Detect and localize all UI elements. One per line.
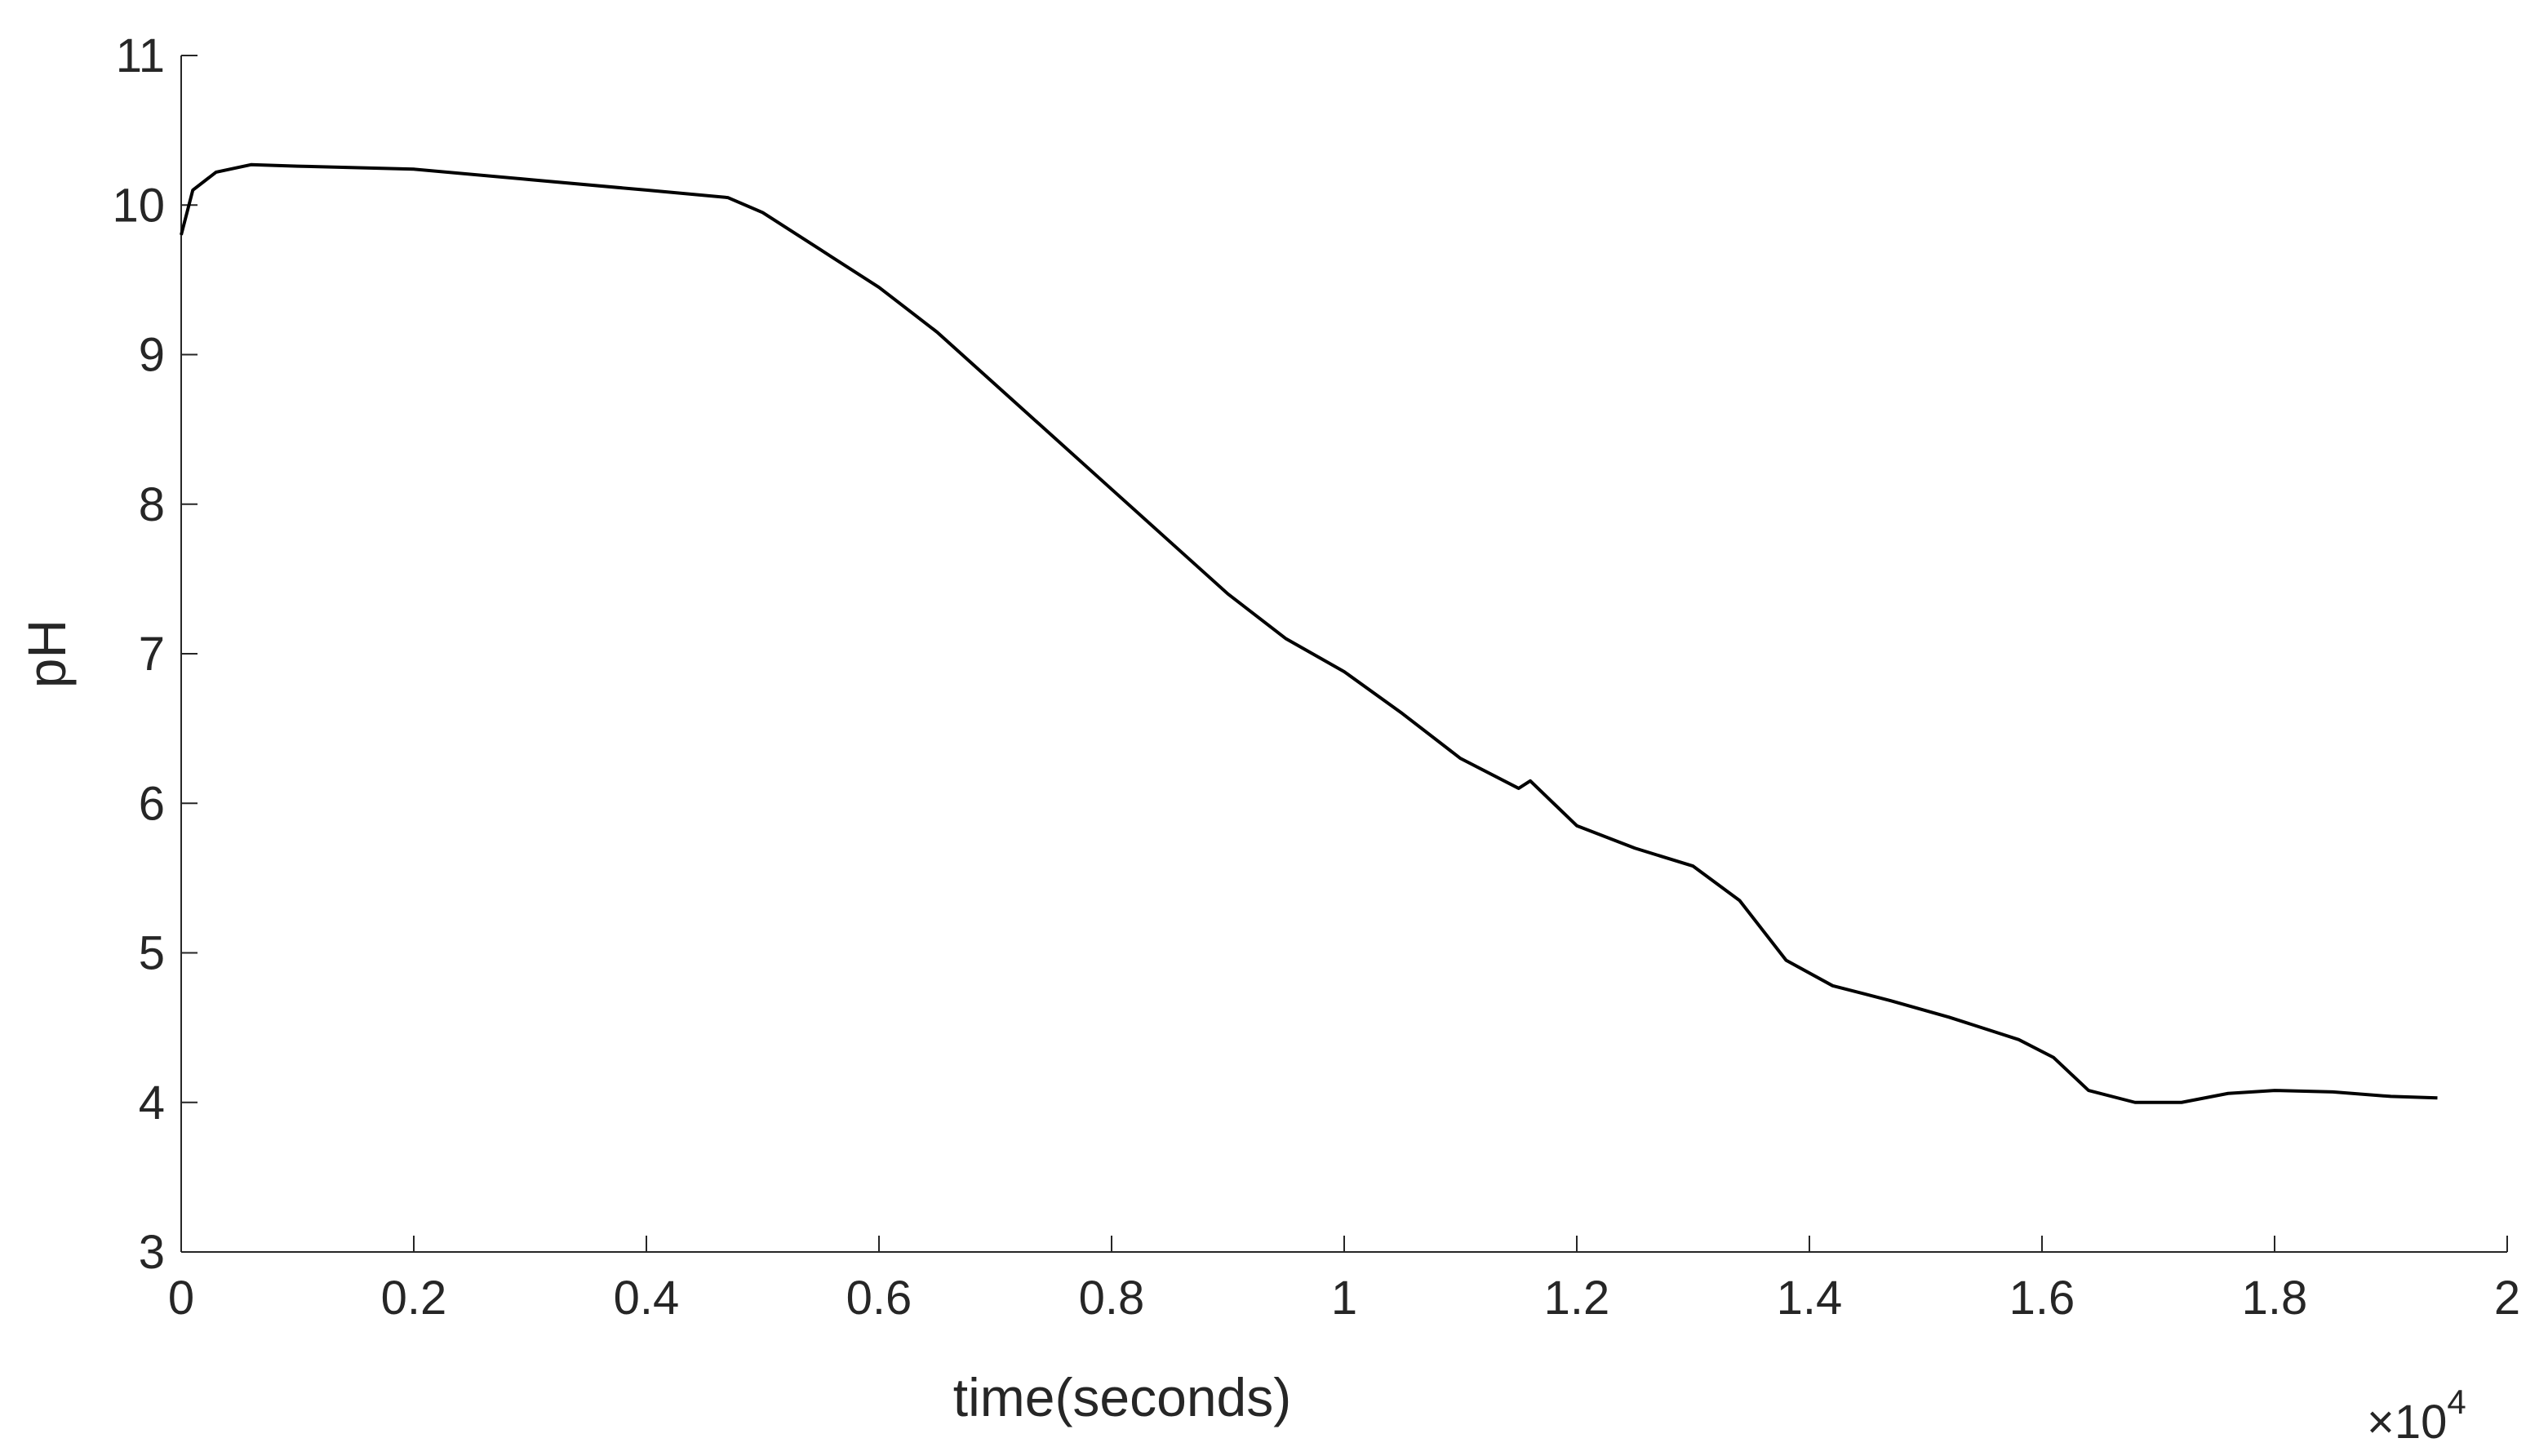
y-tick-label: 8	[139, 478, 165, 531]
x-axis-label: time(seconds)	[953, 1367, 1291, 1427]
y-tick-label: 11	[116, 29, 165, 82]
y-tick-label: 6	[139, 777, 165, 830]
x-multiplier: ×104	[2367, 1383, 2466, 1449]
x-tick-label: 1.4	[1777, 1272, 1843, 1325]
x-multiplier-exponent: 4	[2447, 1383, 2466, 1421]
x-tick-label: 0.6	[846, 1272, 912, 1325]
y-tick-label: 3	[139, 1226, 165, 1279]
x-tick-label: 1.6	[2009, 1272, 2075, 1325]
y-tick-label: 5	[139, 927, 165, 980]
data-line	[180, 162, 2438, 1104]
x-multiplier-base: ×10	[2367, 1396, 2447, 1449]
x-tick-label: 0.8	[1079, 1272, 1145, 1325]
x-tick-label: 0.4	[614, 1272, 680, 1325]
x-tick-label: 0.2	[381, 1272, 447, 1325]
x-tick-label: 1	[1331, 1272, 1357, 1325]
x-tick-label: 1.2	[1544, 1272, 1610, 1325]
y-tick-label: 9	[139, 329, 165, 382]
x-tick-label: 2	[2494, 1272, 2520, 1325]
y-axis-label: pH	[16, 619, 77, 688]
x-tick-label: 0	[168, 1272, 194, 1325]
y-tick-label: 4	[139, 1076, 165, 1130]
y-tick-label: 7	[139, 628, 165, 681]
y-tick-label: 10	[112, 179, 165, 232]
x-tick-label: 1.8	[2242, 1272, 2308, 1325]
